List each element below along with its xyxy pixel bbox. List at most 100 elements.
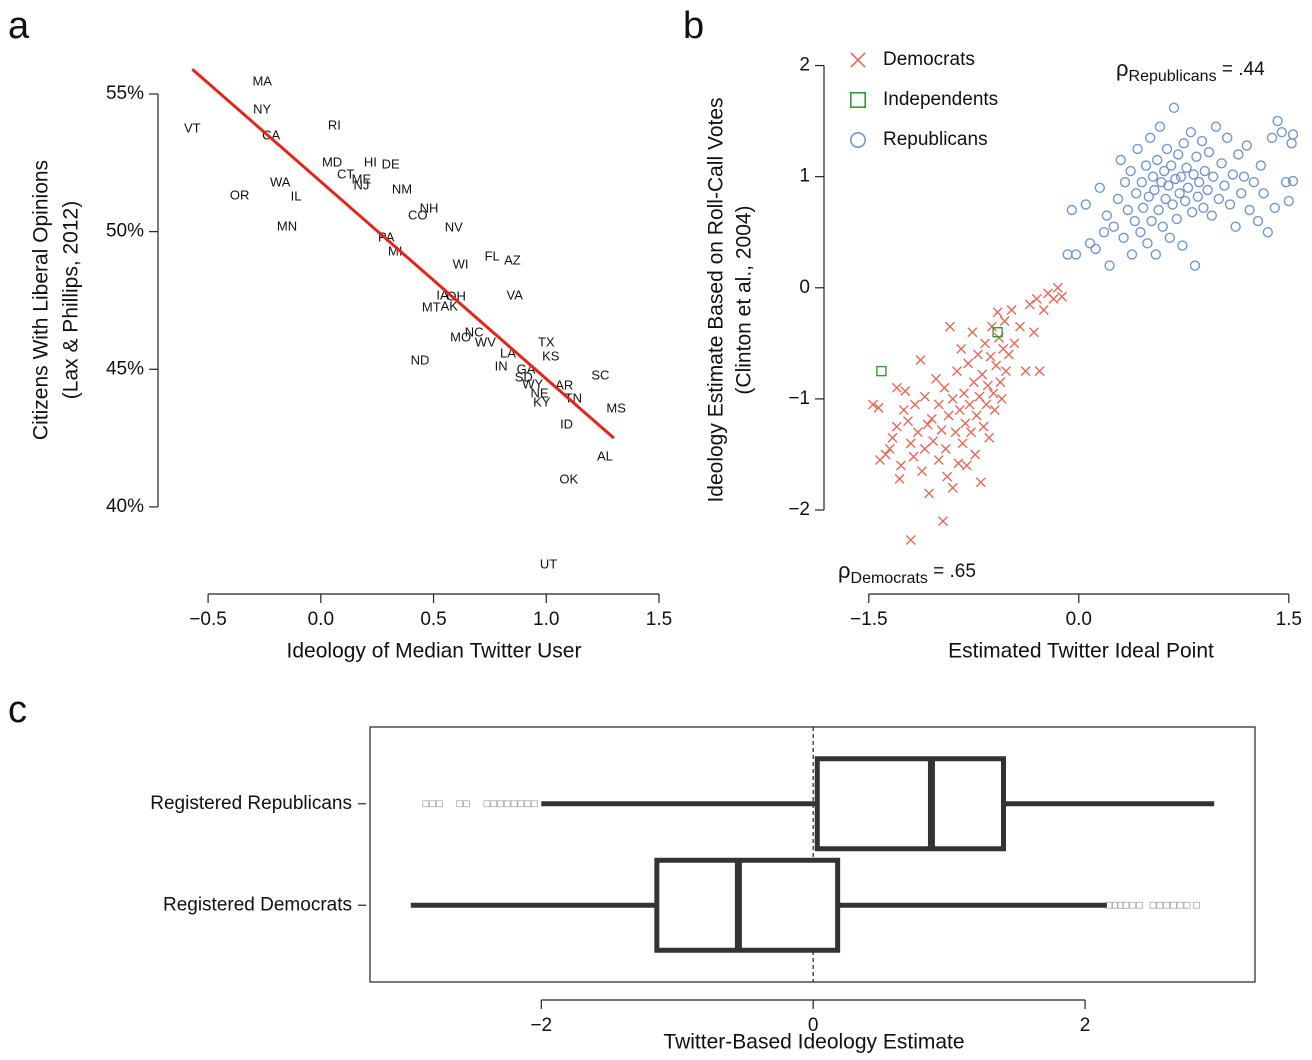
circle-point — [1101, 210, 1113, 221]
cross-point — [956, 343, 967, 354]
cross-point — [988, 388, 999, 399]
cross-point — [1052, 282, 1063, 293]
circle-point — [1262, 227, 1274, 238]
circle-point — [1066, 204, 1078, 216]
cross-point — [873, 402, 884, 413]
cross-point — [999, 316, 1010, 327]
state-label: TX — [538, 334, 555, 349]
circle-point — [1179, 195, 1191, 207]
circle-point — [1203, 147, 1215, 158]
rho-symbol: ρ — [838, 558, 851, 583]
state-label: UT — [540, 556, 557, 571]
state-label: WV — [475, 334, 496, 349]
plot-frame — [369, 726, 1256, 983]
circle-point — [1153, 204, 1164, 216]
cross-point — [894, 473, 905, 484]
circle-point — [1135, 227, 1146, 238]
cross-point — [978, 421, 989, 432]
state-label: PA — [378, 229, 395, 244]
circle-point — [1280, 177, 1292, 188]
circle-point — [1130, 188, 1142, 199]
outlier — [1129, 901, 1137, 909]
cross-point — [910, 399, 920, 410]
circle-point — [1230, 221, 1241, 232]
circle-point — [1160, 193, 1171, 205]
circle-point — [1191, 151, 1202, 162]
circle-point — [1233, 149, 1244, 160]
state-label: SC — [591, 367, 609, 382]
cross-point — [971, 410, 982, 421]
cross-point — [942, 471, 953, 482]
y-tick-label: 2 — [799, 55, 810, 76]
state-label: IL — [291, 188, 302, 203]
cross-point — [987, 321, 997, 332]
cross-point — [1038, 305, 1049, 315]
correlation-annotation: ρRepublicans = .44 — [1116, 56, 1265, 85]
cross-point — [1031, 293, 1042, 304]
cross-point — [868, 399, 878, 410]
cross-point — [924, 488, 934, 499]
outlier — [1183, 901, 1191, 909]
state-label: OH — [446, 288, 466, 303]
circle-point — [1272, 115, 1283, 127]
legend-label: Independents — [883, 89, 998, 110]
outlier — [497, 800, 504, 808]
circle-point — [1188, 169, 1199, 180]
circle-point — [1202, 184, 1213, 196]
circle-point — [1196, 135, 1208, 147]
cross-point — [968, 377, 979, 388]
cross-point — [1057, 291, 1067, 302]
rho-symbol: ρ — [1116, 56, 1129, 81]
cross-point — [908, 451, 919, 462]
outlier — [1170, 901, 1177, 909]
y-axis-title: Ideology Estimate Based on Roll-Call Vot… — [705, 97, 728, 502]
circle-point — [1266, 132, 1278, 143]
state-label: MA — [252, 73, 272, 88]
circle-point — [1143, 191, 1155, 202]
cross-point — [970, 449, 981, 460]
square-point — [876, 365, 887, 377]
cross-point — [991, 360, 1002, 371]
cross-point — [891, 421, 902, 432]
circle-point — [1181, 162, 1192, 173]
x-tick-label: 1.5 — [646, 609, 672, 630]
y-tick-label: 55% — [106, 83, 144, 104]
cross-point — [966, 427, 976, 438]
outlier — [422, 800, 430, 808]
outlier — [1136, 901, 1143, 909]
circle-point — [1189, 260, 1201, 271]
cross-point — [963, 358, 974, 369]
y-tick-label: 1 — [799, 166, 810, 187]
state-label: ID — [560, 416, 573, 431]
state-label: MN — [277, 218, 297, 233]
circle-point — [1112, 193, 1124, 205]
state-label: NJ — [353, 177, 369, 192]
cross-point — [931, 373, 941, 384]
cross-point — [953, 458, 964, 469]
circle-point — [1255, 160, 1267, 171]
state-label: KY — [533, 394, 551, 409]
fit-line — [191, 68, 615, 440]
circle-point — [1174, 188, 1185, 199]
circle-point — [1098, 227, 1110, 238]
circle-point — [1258, 188, 1269, 199]
legend-label: Democrats — [883, 49, 975, 70]
outlier — [1122, 901, 1130, 909]
rho-subscript: Democrats — [851, 570, 928, 587]
circle-point — [1276, 127, 1288, 138]
state-label: SD — [515, 370, 533, 385]
outlier — [1193, 901, 1200, 909]
circle-point — [1224, 199, 1236, 210]
cross-point — [975, 477, 986, 488]
state-label: OK — [559, 471, 578, 486]
circle-point — [1167, 199, 1178, 210]
cross-point — [981, 399, 992, 410]
circle-point — [1147, 171, 1159, 182]
cross-point — [995, 377, 1006, 388]
circle-point — [1186, 207, 1198, 218]
x-tick-label: 1.5 — [1276, 609, 1302, 630]
circle-point — [1136, 177, 1148, 188]
circle-point — [1119, 177, 1131, 188]
circle-point — [1090, 243, 1101, 255]
x-axis-title: Ideology of Median Twitter User — [287, 640, 582, 663]
